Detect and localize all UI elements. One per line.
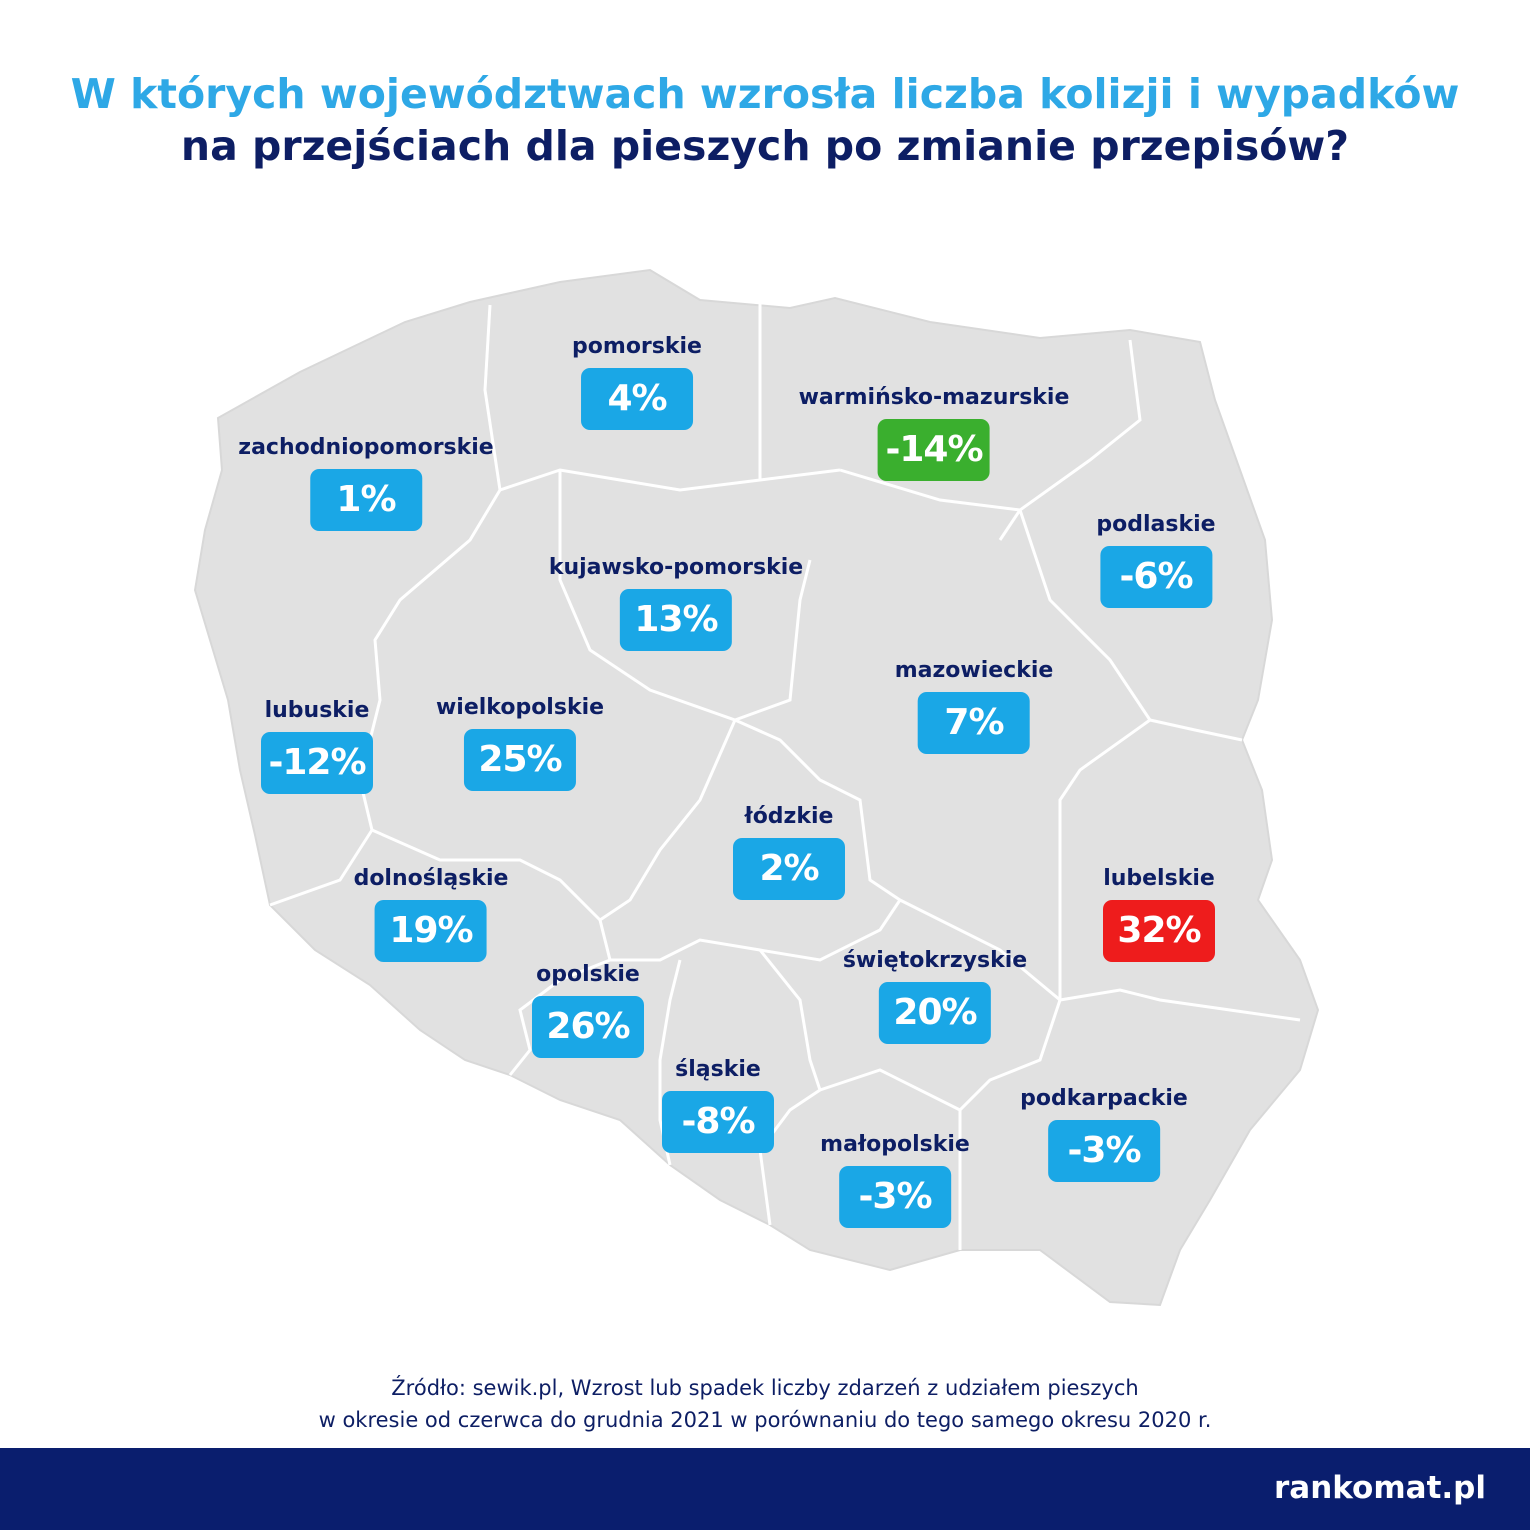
region-warminsko-mazurskie: warmińsko-mazurskie -14%	[798, 385, 1070, 481]
value-badge: -3%	[1047, 1120, 1160, 1182]
region-opolskie: opolskie 26%	[532, 962, 644, 1058]
region-name: lubelskie	[1103, 866, 1215, 891]
region-lubuskie: lubuskie -12%	[261, 698, 373, 794]
region-pomorskie: pomorskie 4%	[572, 334, 702, 430]
value-badge: 20%	[878, 982, 991, 1044]
value-badge: 7%	[917, 692, 1030, 754]
region-slaskie: śląskie -8%	[662, 1057, 774, 1153]
region-name: śląskie	[675, 1057, 761, 1082]
region-name: lubuskie	[264, 698, 370, 723]
region-name: podlaskie	[1096, 512, 1216, 537]
value-badge: -14%	[878, 419, 990, 481]
region-kujawsko-pomorskie: kujawsko-pomorskie 13%	[549, 555, 803, 651]
value-badge: -6%	[1100, 546, 1212, 608]
brand-logo: rankomat.pl	[1274, 1470, 1486, 1506]
value-badge: 4%	[581, 368, 693, 430]
region-name: mazowieckie	[894, 658, 1054, 683]
title-line-1: W których województwach wzrosła liczba k…	[70, 70, 1460, 118]
value-badge: 1%	[309, 469, 422, 531]
source-note: Źródło: sewik.pl, Wzrost lub spadek licz…	[0, 1372, 1530, 1436]
region-name: świętokrzyskie	[842, 948, 1028, 973]
region-lubelskie: lubelskie 32%	[1103, 866, 1215, 962]
region-name: warmińsko-mazurskie	[798, 385, 1070, 410]
region-name: małopolskie	[820, 1132, 970, 1157]
region-name: łódzkie	[744, 804, 834, 829]
region-malopolskie: małopolskie -3%	[820, 1132, 970, 1228]
region-name: opolskie	[536, 962, 640, 987]
value-badge: 13%	[619, 589, 732, 651]
source-line-1: Źródło: sewik.pl, Wzrost lub spadek licz…	[391, 1376, 1139, 1400]
source-line-2: w okresie od czerwca do grudnia 2021 w p…	[318, 1408, 1212, 1432]
region-name: podkarpackie	[1020, 1086, 1188, 1111]
region-name: pomorskie	[572, 334, 702, 359]
footer-bar: rankomat.pl	[0, 1448, 1530, 1530]
region-name: wielkopolskie	[435, 695, 605, 720]
region-name: kujawsko-pomorskie	[548, 555, 804, 580]
value-badge: 25%	[463, 729, 576, 791]
region-swietokrzyskie: świętokrzyskie 20%	[843, 948, 1027, 1044]
region-wielkopolskie: wielkopolskie 25%	[436, 695, 604, 791]
value-badge: 19%	[374, 900, 487, 962]
region-podkarpackie: podkarpackie -3%	[1020, 1086, 1188, 1182]
value-badge: -3%	[838, 1166, 951, 1228]
region-borders	[269, 300, 1301, 1250]
region-zachodniopomorskie: zachodniopomorskie 1%	[238, 435, 494, 531]
region-name: dolnośląskie	[353, 866, 509, 891]
value-badge: 2%	[733, 838, 845, 900]
region-podlaskie: podlaskie -6%	[1096, 512, 1216, 608]
value-badge: -12%	[261, 732, 373, 794]
value-badge: -8%	[662, 1091, 774, 1153]
region-lodzkie: łódzkie 2%	[733, 804, 845, 900]
region-mazowieckie: mazowieckie 7%	[894, 658, 1054, 754]
region-dolnoslaskie: dolnośląskie 19%	[353, 866, 509, 962]
value-badge: 26%	[532, 996, 644, 1058]
value-badge: 32%	[1103, 900, 1215, 962]
region-name: zachodniopomorskie	[238, 435, 494, 460]
title-line-2: na przejściach dla pieszych po zmianie p…	[180, 122, 1350, 170]
